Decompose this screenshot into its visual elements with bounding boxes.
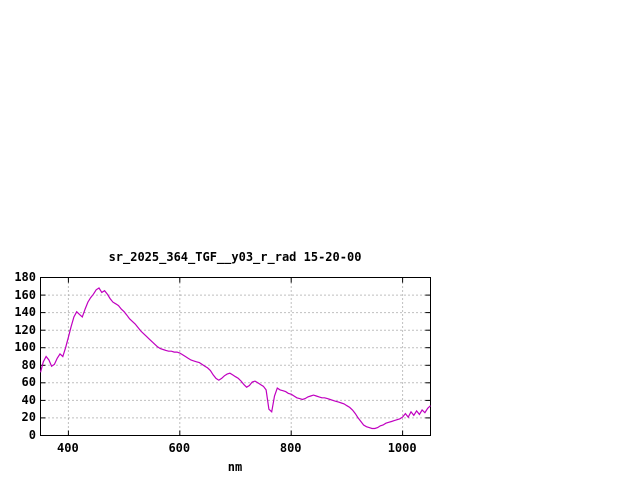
y-tick-label: 40 <box>21 392 36 407</box>
series-line <box>40 287 431 430</box>
plot-area <box>40 277 431 436</box>
y-tick-label: 60 <box>21 375 36 390</box>
y-tick-label: 20 <box>21 410 36 425</box>
y-tick-label: 140 <box>14 305 36 320</box>
x-tick-label: 600 <box>168 441 191 455</box>
y-tick-label: 100 <box>14 340 36 355</box>
y-tick-label: 80 <box>21 357 36 372</box>
y-tick-label: 160 <box>14 287 36 302</box>
chart-title: sr_2025_364_TGF__y03_r_rad 15-20-00 <box>108 250 362 264</box>
y-tick-label: 0 <box>28 428 36 442</box>
x-tick-label: 400 <box>57 441 79 455</box>
y-tick-label: 180 <box>14 270 36 284</box>
x-tick-label: 800 <box>279 441 302 455</box>
x-axis-title: nm <box>227 460 243 474</box>
y-tick-label: 120 <box>14 322 36 337</box>
x-tick-label: 1000 <box>387 441 417 455</box>
